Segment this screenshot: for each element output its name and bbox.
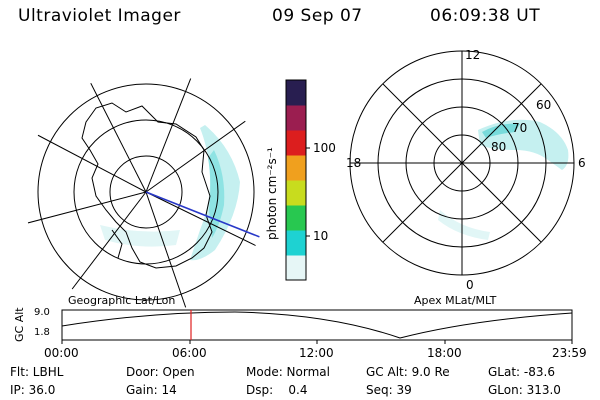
status-mode: Mode: Normal [246, 365, 330, 379]
altitude-curve [61, 311, 573, 339]
aurora-emission-left [100, 125, 240, 261]
longitude-lines [24, 70, 268, 314]
orbit-track [145, 191, 268, 244]
colorbar [285, 79, 310, 281]
time-tick-0000: 00:00 [44, 346, 79, 360]
date-label: 09 Sep 07 [272, 6, 363, 26]
colorbar-tick-100: 100 [313, 141, 336, 155]
colorbar-band [286, 130, 306, 156]
status-gc-alt: GC Alt: 9.0 Re [366, 365, 450, 379]
status-seq: Seq: 39 [366, 383, 412, 397]
geographic-map [24, 70, 268, 314]
colorbar-band [286, 255, 306, 281]
time-tick-2359: 23:59 [552, 346, 587, 360]
status-glat: GLat: -83.6 [488, 365, 555, 379]
status-dsp: Dsp: 0.4 [246, 383, 308, 397]
time-tick-1800: 18:00 [427, 346, 462, 360]
right-panel-caption: Apex MLat/MLT [414, 294, 497, 307]
colorbar-band [286, 80, 306, 106]
altitude-y-tick-min: 1.8 [34, 327, 50, 338]
mlat-label-80: 80 [491, 140, 507, 154]
left-panel-caption: Geographic Lat/Lon [68, 294, 176, 307]
altitude-y-tick-max: 9.0 [34, 307, 50, 318]
colorbar-band [286, 205, 306, 231]
colorbar-band [286, 155, 306, 181]
colorbar-band [286, 105, 306, 131]
colorbar-tick-10: 10 [313, 229, 329, 243]
latitude-circles [37, 83, 255, 301]
colorbar-band [286, 230, 306, 256]
status-filter: Flt: LBHL [10, 365, 64, 379]
mlt-label-12: 12 [465, 48, 481, 62]
status-ip: IP: 36.0 [10, 383, 56, 397]
mlt-label-6: 6 [578, 156, 586, 170]
altitude-strip [61, 309, 573, 344]
status-gain: Gain: 14 [126, 383, 177, 397]
magnetic-map [349, 50, 575, 276]
mlat-label-70: 70 [512, 121, 528, 135]
colorbar-band [286, 180, 306, 206]
app-title: Ultraviolet Imager [18, 6, 181, 26]
mlt-label-0: 0 [466, 278, 474, 292]
mlat-label-60: 60 [536, 98, 552, 112]
aurora-emission-right [438, 119, 569, 240]
status-glon: GLon: 313.0 [488, 383, 561, 397]
altitude-axis-label: GC Alt [13, 307, 26, 342]
time-tick-1200: 12:00 [299, 346, 334, 360]
status-door: Door: Open [126, 365, 195, 379]
mlt-label-18: 18 [346, 156, 362, 170]
time-label: 06:09:38 UT [430, 6, 541, 26]
colorbar-label: photon cm⁻²s⁻¹ [265, 147, 279, 240]
time-tick-0600: 06:00 [172, 346, 207, 360]
